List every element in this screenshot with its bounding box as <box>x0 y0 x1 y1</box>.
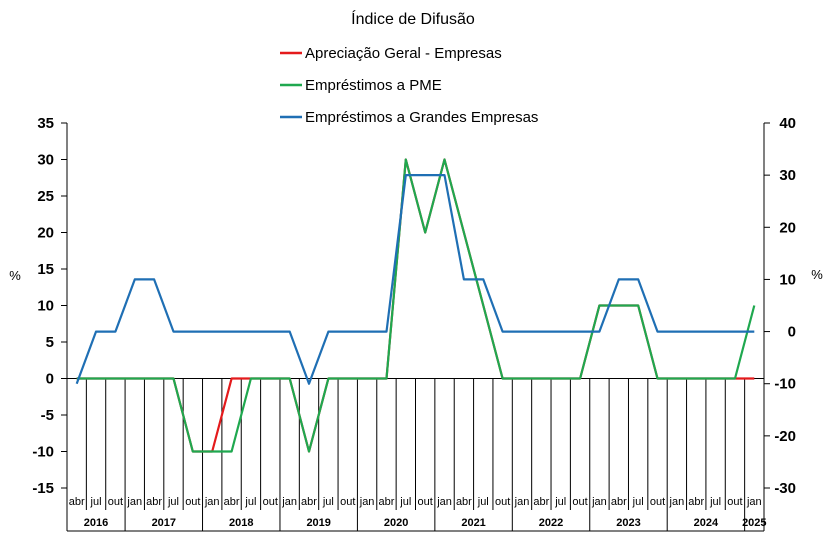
x-axis-year-label: 2025 <box>742 517 766 529</box>
x-axis-quarter-label: out <box>263 496 278 508</box>
left-axis-tick-label: 25 <box>37 188 54 205</box>
x-axis-quarter-label: out <box>650 496 665 508</box>
x-axis-quarter-label: jul <box>477 496 489 508</box>
right-axis-tick-label: 40 <box>779 115 796 132</box>
x-axis-quarter-label: jan <box>204 496 220 508</box>
x-axis-year-label: 2017 <box>152 517 176 529</box>
left-axis-tick-label: -5 <box>41 407 54 424</box>
series-lines <box>75 158 756 453</box>
x-axis-quarter-label: jan <box>359 496 375 508</box>
x-axis-quarter-label: out <box>418 496 433 508</box>
right-axis-tick-label: 10 <box>779 271 796 288</box>
x-axis-quarter-label: out <box>572 496 587 508</box>
left-axis-unit: % <box>9 268 21 283</box>
left-axis-tick-label: 30 <box>37 152 54 169</box>
left-axis-tick-label: 20 <box>37 225 54 242</box>
x-axis-quarter-label: abr <box>224 496 240 508</box>
x-axis-year-label: 2022 <box>539 517 563 529</box>
x-axis-quarter-label: out <box>495 496 510 508</box>
x-axis-year-label: 2018 <box>229 517 253 529</box>
x-axis-quarter-label: out <box>727 496 742 508</box>
left-axis-tick-label: 10 <box>37 298 54 315</box>
legend-label: Empréstimos a Grandes Empresas <box>305 109 538 126</box>
x-axis-quarter-label: jan <box>746 496 762 508</box>
x-axis-quarter-label: abr <box>379 496 395 508</box>
legend-label: Apreciação Geral - Empresas <box>305 45 502 62</box>
axes: 35 30 25 20 15 10 5 0 -5 -10 -15 40 30 20 10 0 -10 -20 -30… <box>32 115 796 532</box>
chart-legend: Apreciação Geral - Empresas Empréstimos a… <box>280 45 538 126</box>
left-axis-tick-label: 5 <box>46 334 54 351</box>
right-axis-tick-label: -20 <box>774 428 796 445</box>
x-axis-quarter-label: abr <box>611 496 627 508</box>
x-axis-quarter-label: jan <box>669 496 685 508</box>
left-axis-tick-label: -10 <box>32 444 54 461</box>
x-axis-quarter-label: out <box>340 496 355 508</box>
series-line-emprestimos-a-pme <box>76 158 756 453</box>
x-axis-quarter-label: jul <box>709 496 721 508</box>
x-axis-year-label: 2016 <box>84 517 108 529</box>
left-axis-tick-label: 15 <box>37 261 54 278</box>
x-axis-year-label: 2021 <box>461 517 485 529</box>
chart-title: Índice de Difusão <box>351 9 475 28</box>
x-axis-quarter-label: abr <box>456 496 472 508</box>
right-axis-tick-label: 20 <box>779 219 796 236</box>
x-axis-quarter-label: abr <box>533 496 549 508</box>
x-axis-quarter-label: abr <box>146 496 162 508</box>
x-axis-quarter-label: jul <box>554 496 566 508</box>
right-axis-unit: % <box>811 267 823 282</box>
x-axis-year-label: 2020 <box>384 517 408 529</box>
x-axis-quarter-label: jul <box>632 496 644 508</box>
x-axis-quarter-label: jul <box>322 496 334 508</box>
x-axis-quarter-label: jan <box>591 496 607 508</box>
x-axis-quarter-label: jan <box>436 496 452 508</box>
x-axis-quarter-label: out <box>185 496 200 508</box>
x-axis-quarter-label: jul <box>399 496 411 508</box>
left-axis-tick-label: 0 <box>46 371 54 388</box>
x-axis-quarter-label: abr <box>688 496 704 508</box>
x-axis-quarter-label: abr <box>301 496 317 508</box>
legend-label: Empréstimos a PME <box>305 77 442 94</box>
x-axis-year-label: 2023 <box>616 517 640 529</box>
right-axis-tick-label: 0 <box>788 324 796 341</box>
right-axis-tick-label: -10 <box>774 376 796 393</box>
x-axis-quarter-label: jul <box>90 496 102 508</box>
series-line-emprestimos-a-grandes-empresas <box>75 174 755 385</box>
x-axis-quarter-label: jan <box>126 496 142 508</box>
left-axis-tick-label: 35 <box>37 115 54 132</box>
right-axis-tick-label: -30 <box>774 480 796 497</box>
x-axis-quarter-label: jan <box>514 496 530 508</box>
x-axis-quarter-label: abr <box>69 496 85 508</box>
x-axis-year-label: 2019 <box>306 517 330 529</box>
x-axis-quarter-label: jul <box>167 496 179 508</box>
x-axis-year-label: 2024 <box>694 517 719 529</box>
x-axis-quarter-label: jul <box>244 496 256 508</box>
x-axis-quarter-label: out <box>108 496 123 508</box>
x-axis-quarter-label: jan <box>281 496 297 508</box>
left-axis-tick-label: -15 <box>32 480 54 497</box>
right-axis-tick-label: 30 <box>779 167 796 184</box>
